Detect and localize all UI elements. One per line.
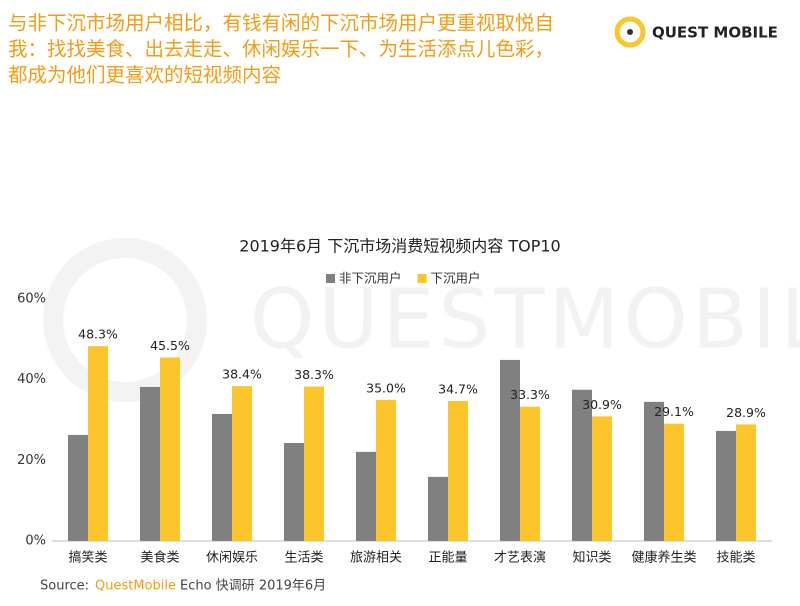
- y-tick-label: 20%: [17, 453, 46, 468]
- value-label: 48.3%: [78, 327, 118, 342]
- logo-dot: [627, 29, 633, 35]
- bar: [212, 413, 232, 541]
- x-tick-label: 美食类: [140, 550, 179, 566]
- value-label: 29.1%: [654, 404, 694, 419]
- x-tick-label: 搞笑类: [68, 550, 107, 566]
- bar: [736, 424, 756, 541]
- watermark-ring: [43, 238, 207, 402]
- logo-ring: [614, 16, 646, 48]
- bar: [284, 442, 304, 541]
- value-label: 35.0%: [366, 380, 406, 395]
- legend-swatch: [417, 274, 427, 283]
- x-tick-label: 休闲娱乐: [206, 551, 258, 566]
- bar: [304, 386, 324, 541]
- bar: [520, 406, 540, 541]
- header-line: 都成为他们更喜欢的短视频内容: [8, 64, 281, 87]
- y-tick-label: 0%: [25, 534, 46, 549]
- x-tick-label: 正能量: [428, 551, 467, 566]
- legend-label: 下沉用户: [431, 271, 481, 286]
- x-tick-label: 技能类: [716, 551, 755, 566]
- bar: [68, 434, 88, 541]
- bar: [716, 430, 736, 541]
- value-label: 33.3%: [510, 387, 550, 402]
- bar: [448, 401, 468, 541]
- bar: [500, 359, 520, 541]
- y-tick-label: 60%: [17, 292, 46, 307]
- bar: [140, 386, 160, 541]
- value-label: 30.9%: [582, 397, 622, 412]
- source-brand: QuestMobile: [95, 579, 176, 594]
- x-tick-label: 知识类: [572, 550, 611, 566]
- bar: [428, 476, 448, 541]
- legend-label: 非下沉用户: [339, 271, 402, 286]
- bar: [592, 416, 612, 541]
- x-tick-label: 健康养生类: [631, 550, 696, 566]
- header-line: 与非下沉市场用户相比，有钱有闲的下沉市场用户更重视取悦自: [8, 12, 554, 35]
- logo-text: QUEST MOBILE: [652, 24, 778, 42]
- value-label: 45.5%: [150, 338, 190, 353]
- value-label: 38.4%: [222, 367, 262, 382]
- bar: [232, 386, 252, 541]
- x-tick-label: 才艺表演: [494, 550, 546, 566]
- legend-swatch: [326, 274, 335, 283]
- value-label: 38.3%: [294, 367, 334, 382]
- bar: [160, 357, 180, 541]
- header-line: 我：找找美食、出去走走、休闲娱乐一下、为生活添点儿色彩，: [8, 38, 554, 61]
- bar: [644, 401, 664, 541]
- value-label: 28.9%: [726, 405, 766, 420]
- y-tick-label: 40%: [17, 372, 46, 387]
- logo: QUEST MOBILE: [614, 16, 778, 48]
- bar: [88, 346, 108, 541]
- bar: [376, 399, 396, 541]
- x-tick-label: 生活类: [284, 551, 323, 566]
- bar: [572, 389, 592, 541]
- bar: [356, 451, 376, 541]
- chart-title: 2019年6月 下沉市场消费短视频内容 TOP10: [239, 237, 560, 256]
- source-prefix: Source:: [40, 579, 89, 594]
- x-tick-label: 旅游相关: [350, 551, 402, 566]
- bar: [664, 423, 684, 541]
- source-rest: Echo 快调研 2019年6月: [180, 579, 326, 594]
- value-label: 34.7%: [438, 382, 478, 397]
